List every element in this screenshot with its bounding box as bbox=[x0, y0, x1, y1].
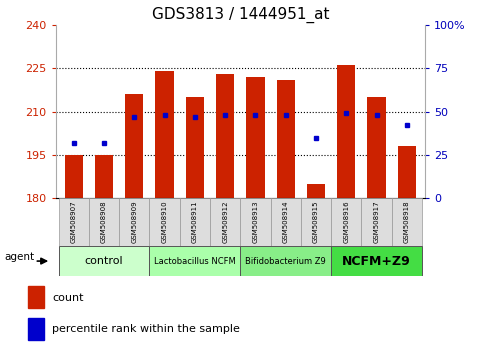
Bar bbox=[28, 286, 44, 308]
Text: GSM508912: GSM508912 bbox=[222, 201, 228, 244]
Bar bbox=[58, 198, 89, 246]
Text: GSM508910: GSM508910 bbox=[162, 201, 168, 244]
Bar bbox=[246, 77, 265, 198]
Text: GSM508914: GSM508914 bbox=[283, 201, 289, 244]
Text: agent: agent bbox=[4, 252, 35, 262]
Bar bbox=[361, 198, 392, 246]
Text: GSM508915: GSM508915 bbox=[313, 201, 319, 244]
Bar bbox=[301, 198, 331, 246]
Bar bbox=[241, 198, 270, 246]
Text: GSM508909: GSM508909 bbox=[131, 201, 137, 244]
Bar bbox=[331, 198, 361, 246]
Bar bbox=[65, 155, 83, 198]
Bar bbox=[210, 198, 241, 246]
Bar bbox=[186, 97, 204, 198]
Bar bbox=[392, 198, 422, 246]
Bar bbox=[241, 246, 331, 276]
Text: percentile rank within the sample: percentile rank within the sample bbox=[53, 324, 240, 335]
Bar bbox=[270, 198, 301, 246]
Text: GSM508907: GSM508907 bbox=[71, 201, 77, 244]
Bar bbox=[368, 97, 385, 198]
Bar bbox=[149, 198, 180, 246]
Bar bbox=[216, 74, 234, 198]
Bar bbox=[398, 146, 416, 198]
Bar bbox=[331, 246, 422, 276]
Text: GSM508911: GSM508911 bbox=[192, 201, 198, 244]
Bar bbox=[95, 155, 113, 198]
Text: GSM508916: GSM508916 bbox=[343, 201, 349, 244]
Text: count: count bbox=[53, 292, 84, 303]
Text: GSM508918: GSM508918 bbox=[404, 201, 410, 244]
Title: GDS3813 / 1444951_at: GDS3813 / 1444951_at bbox=[152, 7, 329, 23]
Bar bbox=[28, 318, 44, 340]
Bar bbox=[89, 198, 119, 246]
Bar bbox=[156, 71, 174, 198]
Bar bbox=[337, 65, 355, 198]
Bar bbox=[58, 246, 149, 276]
Text: Bifidobacterium Z9: Bifidobacterium Z9 bbox=[245, 257, 326, 266]
Text: control: control bbox=[85, 256, 123, 266]
Bar bbox=[277, 80, 295, 198]
Bar bbox=[119, 198, 149, 246]
Bar bbox=[125, 94, 143, 198]
Bar bbox=[149, 246, 241, 276]
Text: Lactobacillus NCFM: Lactobacillus NCFM bbox=[154, 257, 236, 266]
Text: GSM508913: GSM508913 bbox=[253, 201, 258, 244]
Text: NCFM+Z9: NCFM+Z9 bbox=[342, 255, 411, 268]
Text: GSM508917: GSM508917 bbox=[373, 201, 380, 244]
Bar bbox=[307, 184, 325, 198]
Text: GSM508908: GSM508908 bbox=[101, 201, 107, 244]
Bar bbox=[180, 198, 210, 246]
